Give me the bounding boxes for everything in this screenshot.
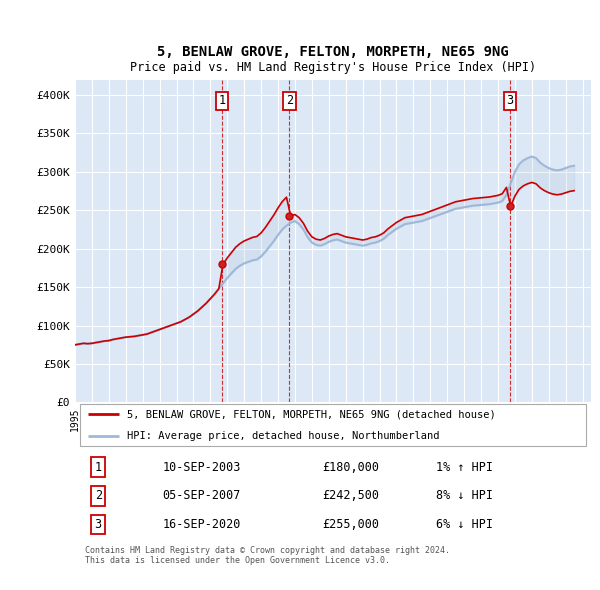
Text: Price paid vs. HM Land Registry's House Price Index (HPI): Price paid vs. HM Land Registry's House … — [130, 61, 536, 74]
Text: 5, BENLAW GROVE, FELTON, MORPETH, NE65 9NG: 5, BENLAW GROVE, FELTON, MORPETH, NE65 9… — [157, 45, 509, 59]
Text: 3: 3 — [506, 94, 514, 107]
Text: 1: 1 — [95, 461, 102, 474]
Text: 1: 1 — [218, 94, 226, 107]
Text: 1% ↑ HPI: 1% ↑ HPI — [436, 461, 493, 474]
Text: £180,000: £180,000 — [323, 461, 380, 474]
Text: £255,000: £255,000 — [323, 518, 380, 531]
Text: 3: 3 — [95, 518, 102, 531]
Text: Contains HM Land Registry data © Crown copyright and database right 2024.
This d: Contains HM Land Registry data © Crown c… — [85, 546, 451, 565]
Text: 2: 2 — [286, 94, 293, 107]
Text: 2: 2 — [95, 489, 102, 502]
Text: 05-SEP-2007: 05-SEP-2007 — [163, 489, 241, 502]
Text: £242,500: £242,500 — [323, 489, 380, 502]
Text: 16-SEP-2020: 16-SEP-2020 — [163, 518, 241, 531]
Text: 5, BENLAW GROVE, FELTON, MORPETH, NE65 9NG (detached house): 5, BENLAW GROVE, FELTON, MORPETH, NE65 9… — [127, 409, 496, 419]
FancyBboxPatch shape — [80, 404, 586, 446]
Text: 10-SEP-2003: 10-SEP-2003 — [163, 461, 241, 474]
Text: 6% ↓ HPI: 6% ↓ HPI — [436, 518, 493, 531]
Text: HPI: Average price, detached house, Northumberland: HPI: Average price, detached house, Nort… — [127, 431, 439, 441]
Text: 8% ↓ HPI: 8% ↓ HPI — [436, 489, 493, 502]
